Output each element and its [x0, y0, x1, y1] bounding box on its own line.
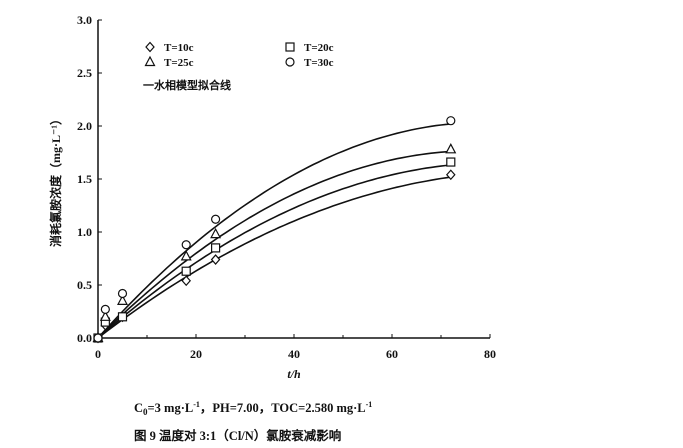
data-points [92, 116, 457, 344]
data-point-circle [446, 116, 456, 126]
y-tick-label: 0.5 [77, 278, 92, 292]
y-axis-label: 消耗氯胺浓度（mg·L⁻¹） [48, 113, 63, 247]
data-point-square [181, 266, 191, 276]
y-tick-label: 2.0 [77, 119, 92, 133]
x-tick-label: 60 [386, 347, 398, 361]
x-tick-label: 80 [484, 347, 496, 361]
data-point-square [117, 312, 128, 322]
y-tick-label: 1.5 [77, 172, 92, 186]
legend-label: T=30c [304, 57, 334, 69]
legend-label: T=10c [164, 42, 194, 54]
y-tick-label: 3.0 [77, 13, 92, 27]
legend: T=10c T=25c T=20c T=30c 一水相模型拟合线 [143, 41, 334, 92]
conditions-text: C0=3 mg·L-1，PH=7.00，TOC=2.580 mg·L-1 [134, 400, 372, 417]
data-point-triangle [180, 250, 192, 261]
fit-curve-T=10c [97, 176, 451, 339]
data-point-diamond [445, 169, 456, 181]
data-point-circle [181, 240, 191, 250]
data-point-circle [100, 304, 110, 314]
data-point-circle [117, 288, 128, 299]
data-point-diamond [181, 275, 192, 287]
data-point-diamond [210, 254, 221, 265]
data-point-triangle [210, 227, 222, 239]
legend-fit-label: 一水相模型拟合线 [143, 78, 231, 92]
data-point-square [446, 157, 456, 167]
data-point-square [211, 243, 221, 253]
figure-caption: 图 9 温度对 3:1（Cl/N）氯胺衰减影响 [134, 428, 341, 443]
fit-curve-T=20c [97, 164, 451, 339]
legend-marker-circle [285, 57, 295, 67]
legend-label: T=20c [304, 42, 334, 54]
data-point-triangle [445, 143, 457, 154]
fit-curve-T=30c [97, 123, 451, 339]
x-tick-label: 20 [190, 347, 202, 361]
data-point-circle [93, 333, 103, 343]
fit-curve-T=25c [97, 150, 451, 339]
legend-marker-square [285, 42, 295, 52]
y-tick-label: 2.5 [77, 66, 92, 80]
fit-curves [97, 123, 451, 339]
data-point-triangle [99, 310, 111, 321]
x-tick-label: 40 [288, 347, 300, 361]
data-point-circle [211, 214, 221, 224]
legend-marker-diamond [145, 41, 155, 53]
legend-label: T=25c [164, 57, 194, 69]
axes: 0 20 40 60 80 0.0 0.5 1.0 1.5 2.0 2.5 3.0 [77, 13, 496, 361]
y-tick-label: 1.0 [77, 225, 92, 239]
data-point-triangle [117, 294, 128, 305]
x-tick-label: 0 [95, 347, 101, 361]
legend-marker-triangle [144, 55, 156, 67]
x-axis-label: t/h [287, 367, 301, 381]
y-tick-label: 0.0 [77, 331, 92, 345]
